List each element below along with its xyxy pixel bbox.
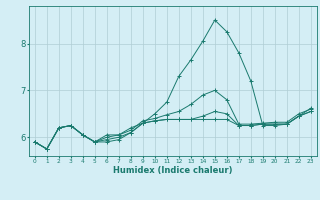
X-axis label: Humidex (Indice chaleur): Humidex (Indice chaleur) — [113, 166, 233, 175]
